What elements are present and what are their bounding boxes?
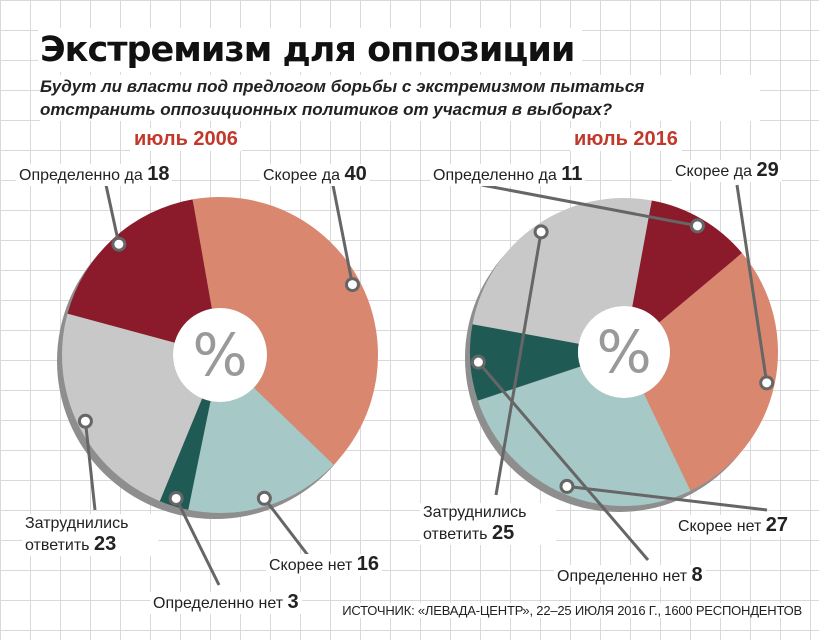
slice-rather-yes: [192, 197, 378, 465]
label-rather-no-2016: Скорее нет 27: [675, 514, 792, 537]
slice-hard-to-say: [61, 313, 203, 502]
leader-dot-hard-to-say: [77, 413, 93, 429]
donut-hole: [173, 308, 267, 402]
slice-definitely-no: [159, 398, 211, 510]
label-text: Затруднились ответить: [423, 504, 527, 543]
leader-line-definitely-no: [477, 361, 650, 561]
label-value: 27: [765, 514, 789, 536]
leader-line-definitely-no: [174, 497, 221, 586]
leader-dot-definitely-yes: [689, 218, 705, 234]
label-hard-to-say-2006: Затруднились ответить 23: [22, 514, 158, 556]
label-rather-yes-2016: Скорее да 29: [672, 160, 782, 182]
source-note: ИСТОЧНИК: «ЛЕВАДА-ЦЕНТР», 22–25 ИЮЛЯ 201…: [339, 603, 805, 618]
leader-dot-rather-yes: [344, 277, 360, 293]
donut-hole: [578, 306, 670, 398]
slice-definitely-yes: [67, 199, 212, 343]
label-text: Скорее нет: [678, 518, 762, 535]
label-text: Скорее нет: [269, 557, 353, 574]
label-value: 3: [287, 591, 299, 613]
leader-dot-hard-to-say: [533, 224, 549, 240]
slice-hard-to-say: [472, 198, 652, 344]
label-value: 11: [561, 163, 583, 185]
slice-definitely-yes: [632, 200, 742, 323]
leader-line-hard-to-say: [494, 231, 543, 496]
slice-definitely-no: [470, 324, 581, 401]
leader-dot-rather-no: [256, 490, 272, 506]
label-value: 29: [756, 159, 779, 181]
chart-title-2016: июль 2016: [570, 128, 682, 151]
leader-line-rather-yes: [735, 184, 769, 384]
slice-rather-no: [188, 387, 334, 513]
label-rather-no-2006: Скорее нет 16: [266, 553, 383, 576]
slice-rather-no: [477, 366, 691, 506]
label-value: 18: [147, 163, 170, 185]
label-text: Скорее да: [675, 163, 753, 180]
leader-line-definitely-yes: [481, 183, 698, 228]
label-definitely-no-2016: Определенно нет 8: [554, 565, 706, 587]
percent-symbol: %: [192, 321, 247, 389]
leader-line-rather-no: [566, 484, 768, 512]
page-title: Экстремизм для оппозиции: [38, 28, 583, 72]
leader-dot-definitely-no: [168, 490, 184, 506]
leader-line-hard-to-say: [83, 421, 97, 511]
label-definitely-yes-2006: Определенно да 18: [16, 163, 173, 186]
label-text: Определенно да: [19, 167, 143, 184]
label-text: Определенно нет: [557, 568, 688, 585]
leader-line-definitely-yes: [104, 184, 121, 245]
percent-symbol: %: [596, 318, 651, 386]
leader-dot-rather-no: [559, 478, 575, 494]
label-value: 23: [93, 533, 117, 555]
label-text: Определенно да: [433, 167, 557, 184]
label-value: 40: [344, 163, 367, 185]
label-text: Затруднились ответить: [25, 515, 129, 554]
label-rather-yes-2006: Скорее да 40: [260, 164, 370, 186]
label-value: 16: [356, 553, 380, 575]
label-value: 25: [491, 522, 515, 544]
leader-dot-rather-yes: [759, 375, 775, 391]
label-text: Скорее да: [263, 167, 341, 184]
label-hard-to-say-2016: Затруднились ответить 25: [420, 503, 556, 545]
leader-dot-definitely-yes: [111, 236, 127, 252]
chart-title-2006: июль 2006: [130, 128, 242, 151]
question-subtitle: Будут ли власти под предлогом борьбы с э…: [40, 75, 760, 121]
leader-line-rather-yes: [328, 169, 354, 285]
label-definitely-yes-2016: Определенно да 11: [430, 163, 586, 186]
label-value: 8: [691, 564, 703, 586]
label-text: Определенно нет: [153, 595, 284, 612]
label-definitely-no-2006: Определенно нет 3: [150, 592, 302, 614]
leader-dot-definitely-no: [470, 354, 486, 370]
slice-rather-yes: [643, 253, 778, 491]
